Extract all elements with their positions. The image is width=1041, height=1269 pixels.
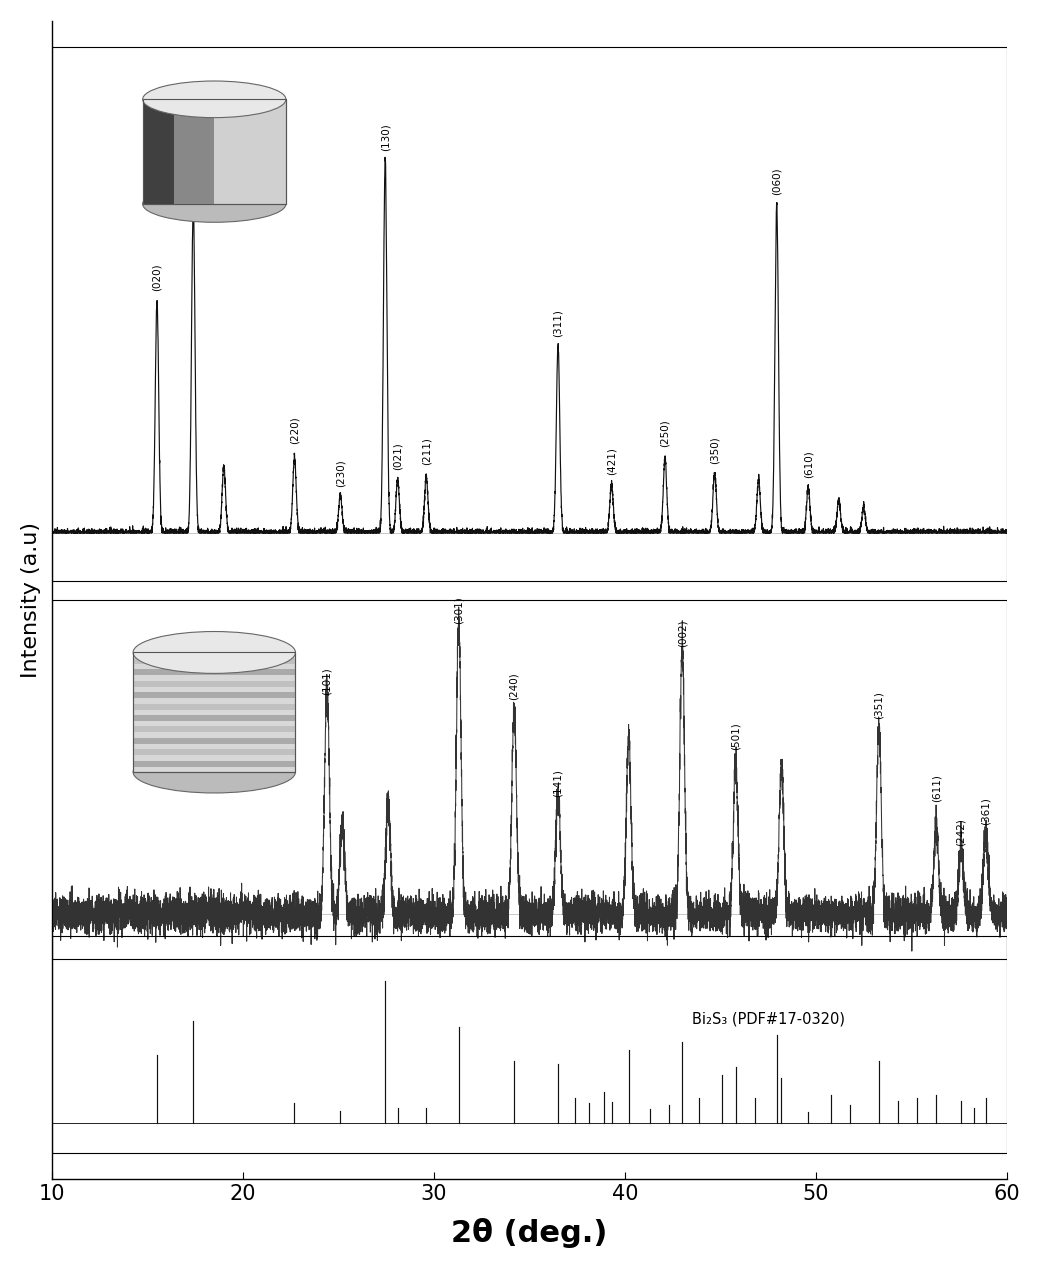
Bar [133,680,296,687]
Bar [143,99,286,204]
Text: (421): (421) [607,447,616,475]
Text: (211): (211) [422,437,431,464]
Text: (220): (220) [289,416,300,444]
Text: (350): (350) [710,437,719,464]
Y-axis label: Intensity (a.u): Intensity (a.u) [21,522,41,678]
X-axis label: 2θ (deg.): 2θ (deg.) [451,1218,608,1249]
Bar [133,657,296,664]
Bar [133,703,296,709]
Text: (351): (351) [873,692,884,720]
Text: (060): (060) [771,168,782,195]
Ellipse shape [133,632,296,674]
Text: (501): (501) [731,722,740,750]
Text: (130): (130) [380,123,390,151]
Ellipse shape [143,81,286,118]
Bar [133,652,296,772]
Text: (361): (361) [981,797,991,825]
Text: Bi₂S₃ (PDF#17-0320): Bi₂S₃ (PDF#17-0320) [691,1011,844,1027]
Text: (242): (242) [956,819,966,846]
Bar [133,737,296,744]
Bar [133,652,296,772]
Bar [133,726,296,732]
Text: (002): (002) [678,619,687,647]
Bar [174,99,214,204]
Text: (610): (610) [804,450,813,477]
Text: (141): (141) [553,769,563,797]
Text: (301): (301) [454,595,463,623]
Text: (230): (230) [335,459,346,487]
Text: (611): (611) [932,774,941,802]
Bar [143,99,174,204]
Text: (021): (021) [392,443,403,471]
Text: (311): (311) [553,310,563,338]
Bar [133,692,296,698]
Ellipse shape [133,751,296,793]
Bar [133,749,296,755]
Text: (101): (101) [322,667,332,695]
Bar [133,669,296,675]
Text: (250): (250) [660,420,670,448]
Text: (020): (020) [152,264,162,292]
Text: (120): (120) [188,165,198,192]
Ellipse shape [143,185,286,222]
Text: (240): (240) [509,673,519,700]
Bar [133,714,296,721]
Bar [133,760,296,766]
Bar [143,99,286,204]
